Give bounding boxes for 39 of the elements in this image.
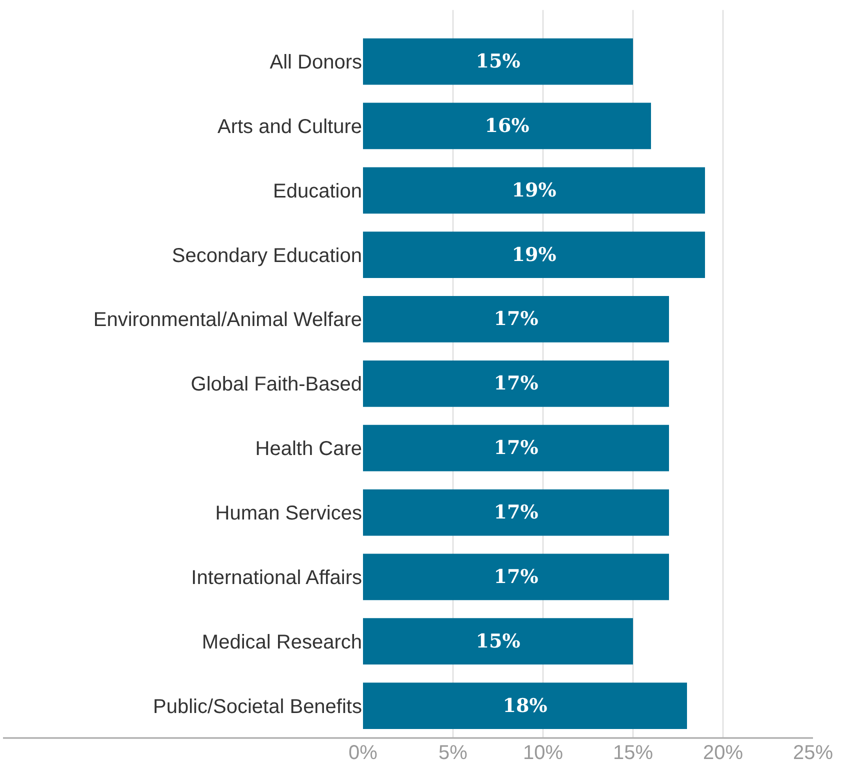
y-tick-label: Education [273, 180, 362, 202]
data-label: 16% [484, 114, 530, 137]
data-label: 19% [512, 179, 556, 202]
data-label: 17% [494, 502, 538, 524]
y-tick-label: Global Faith-Based [190, 374, 362, 396]
data-label: 17% [494, 566, 538, 588]
bar [363, 618, 633, 665]
x-tick-label: 0% [348, 742, 378, 764]
bar [363, 489, 669, 536]
bar [363, 38, 633, 85]
data-label: 17% [494, 437, 538, 460]
x-tick-label: 5% [438, 742, 468, 764]
data-label: 15% [476, 50, 520, 73]
y-tick-label: Public/Societal Benefits [152, 696, 362, 718]
bar [363, 102, 651, 150]
y-tick-label: Arts and Culture [217, 116, 362, 138]
y-tick-label: Secondary Education [172, 244, 362, 267]
y-tick-label: Human Services [215, 502, 362, 525]
data-label: 18% [502, 694, 548, 717]
bar [363, 296, 669, 342]
x-tick-label: 25% [792, 742, 834, 764]
x-tick-label: 15% [612, 742, 654, 764]
data-label: 19% [512, 244, 556, 266]
bar [363, 167, 705, 214]
bar [363, 682, 687, 729]
y-tick-label: Environmental/Animal Welfare [93, 309, 362, 332]
data-label: 15% [476, 630, 520, 652]
bar [363, 360, 669, 407]
bar [363, 424, 669, 472]
x-tick-label: 10% [522, 742, 564, 764]
y-tick-label: Medical Research [202, 631, 362, 654]
y-tick-label: International Affairs [191, 566, 362, 589]
bar [363, 554, 669, 600]
x-tick-label: 20% [702, 742, 744, 764]
data-label: 17% [494, 372, 538, 395]
y-tick-label: All Donors [270, 52, 362, 74]
data-label: 17% [494, 308, 538, 330]
y-tick-label: Health Care [255, 438, 362, 460]
bar [363, 232, 705, 278]
